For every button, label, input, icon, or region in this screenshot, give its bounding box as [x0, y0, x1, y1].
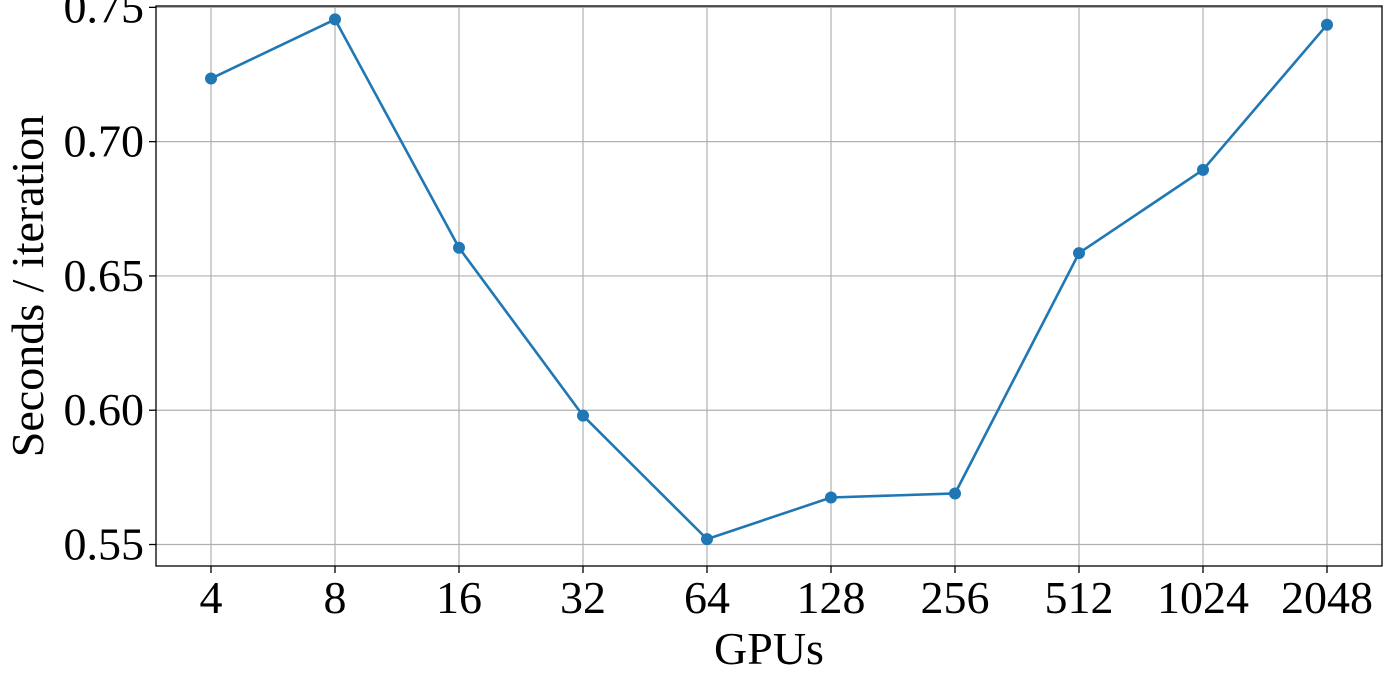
data-point	[205, 72, 217, 85]
data-point	[329, 13, 341, 26]
x-tick-label: 128	[797, 572, 866, 623]
y-tick-label: 0.55	[64, 519, 145, 570]
y-tick-label: 0.60	[64, 384, 145, 435]
data-point	[453, 241, 465, 254]
y-tick-label: 0.75	[64, 0, 145, 32]
y-tick-label: 0.70	[64, 116, 145, 167]
plot-frame	[155, 5, 1383, 567]
series-polyline	[210, 18, 1328, 541]
x-tick-label: 16	[436, 572, 482, 623]
grid	[156, 6, 1382, 566]
x-axis-title: GPUs	[714, 623, 824, 673]
y-tick-label: 0.65	[64, 250, 145, 301]
data-point	[577, 409, 589, 422]
x-tick-label: 64	[684, 572, 730, 623]
data-point	[949, 487, 961, 500]
data-point	[825, 491, 837, 504]
x-tick-label: 512	[1045, 572, 1114, 623]
data-point	[1073, 247, 1085, 260]
x-tick-label: 1024	[1157, 572, 1249, 623]
x-tick-label: 8	[324, 572, 347, 623]
x-tick-label: 256	[921, 572, 990, 623]
data-point	[1197, 163, 1209, 176]
axis-ticks: 4 8 16 32 64 128 256 512 1024 2048 0.55 0.60 0.65 0.7…	[64, 0, 1374, 623]
data-point	[1321, 18, 1333, 31]
series-line	[205, 13, 1333, 546]
x-tick-label: 2048	[1281, 572, 1373, 623]
y-axis-title: Seconds / iteration	[2, 115, 53, 457]
x-tick-label: 32	[560, 572, 606, 623]
data-point	[701, 533, 713, 546]
x-tick-label: 4	[200, 572, 223, 623]
